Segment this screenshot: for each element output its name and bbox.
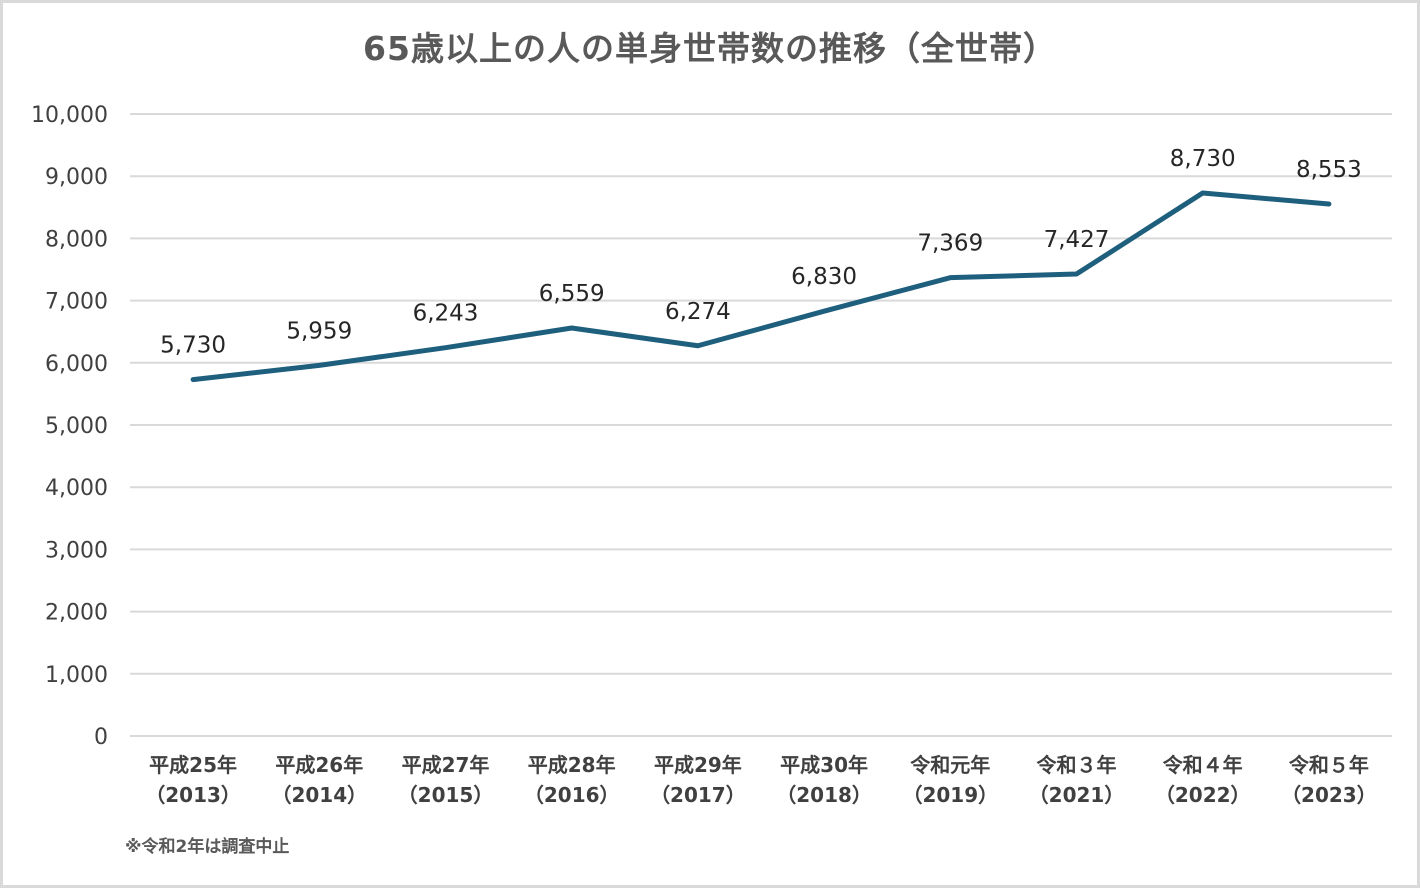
data-label: 7,427 <box>1044 227 1110 253</box>
data-label: 6,274 <box>665 299 731 325</box>
y-tick-label: 2,000 <box>45 601 108 626</box>
x-tick-label: （2019） <box>902 783 998 807</box>
x-tick-label: （2022） <box>1155 783 1251 807</box>
footnote: ※令和2年は調査中止 <box>125 837 290 857</box>
x-tick-label: （2023） <box>1281 783 1377 807</box>
x-tick-label: （2018） <box>776 783 872 807</box>
x-tick-label: 平成27年 <box>402 753 490 777</box>
series-line <box>190 190 1332 383</box>
data-label: 6,830 <box>791 264 857 290</box>
data-label: 7,369 <box>917 231 983 257</box>
x-tick-label: 令和４年 <box>1163 753 1243 777</box>
y-tick-label: 6,000 <box>45 352 108 377</box>
x-tick-label: 令和３年 <box>1037 753 1117 777</box>
data-label: 6,243 <box>413 301 479 327</box>
x-tick-label: （2015） <box>398 783 494 807</box>
x-tick-label: （2016） <box>524 783 620 807</box>
x-tick-label: 平成28年 <box>528 753 616 777</box>
y-tick-label: 4,000 <box>45 476 108 501</box>
data-label: 8,553 <box>1296 157 1362 183</box>
x-tick-label: 平成25年 <box>149 753 237 777</box>
chart-title: 65歳以上の人の単身世帯数の推移（全世帯） <box>363 29 1057 68</box>
x-tick-label: （2013） <box>145 783 241 807</box>
data-label: 8,730 <box>1170 146 1236 172</box>
x-tick-label: （2017） <box>650 783 746 807</box>
x-tick-label: 令和５年 <box>1289 753 1369 777</box>
x-tick-label: （2014） <box>271 783 367 807</box>
y-tick-label: 9,000 <box>45 165 108 190</box>
data-label: 5,959 <box>286 318 352 344</box>
y-tick-label: 10,000 <box>31 103 108 128</box>
y-tick-label: 3,000 <box>45 538 108 563</box>
y-tick-label: 5,000 <box>45 414 108 439</box>
y-tick-label: 7,000 <box>45 290 108 315</box>
x-tick-label: 令和元年 <box>910 753 990 777</box>
x-tick-label: 平成30年 <box>780 753 868 777</box>
data-label: 5,730 <box>160 333 226 359</box>
x-tick-label: （2021） <box>1029 783 1125 807</box>
y-tick-label: 0 <box>94 725 108 750</box>
x-tick-label: 平成26年 <box>275 753 363 777</box>
x-tick-label: 平成29年 <box>654 753 742 777</box>
y-tick-label: 8,000 <box>45 227 108 252</box>
data-label: 6,559 <box>539 281 605 307</box>
y-tick-label: 1,000 <box>45 663 108 688</box>
